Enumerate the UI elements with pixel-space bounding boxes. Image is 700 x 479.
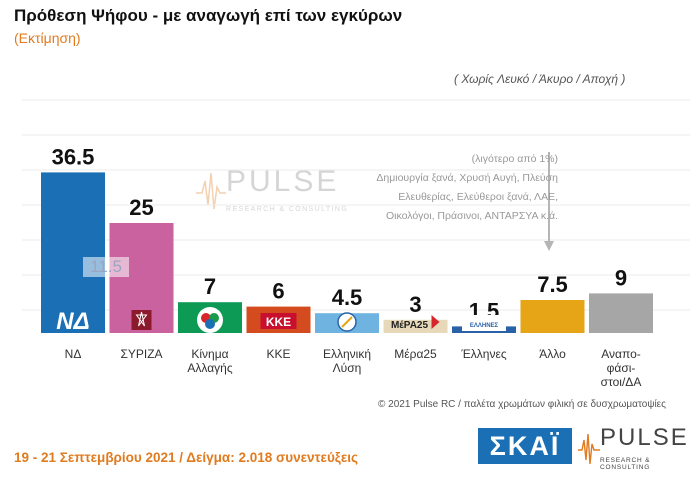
- bar-value-label: 6: [272, 279, 284, 304]
- bar-value-label: 25: [129, 195, 153, 220]
- category-label: ΚΚΕ: [266, 347, 290, 361]
- difference-label: 11.5: [90, 257, 122, 276]
- exclusion-note: ( Χωρίς Λευκό / Άκυρο / Αποχή ): [454, 72, 626, 86]
- category-label: Ελληνική: [323, 347, 371, 361]
- pulse-wave-icon: [196, 172, 226, 210]
- bar-value-label: 4.5: [332, 285, 363, 310]
- kke-logo-text: ΚΚΕ: [266, 315, 291, 329]
- bar: [589, 293, 653, 333]
- category-label: Μέρα25: [394, 347, 437, 361]
- bar: [41, 172, 105, 333]
- copyright-credit: © 2021 Pulse RC / παλέτα χρωμάτων φιλική…: [378, 399, 666, 410]
- pulse-logo-subtext: RESEARCH & CONSULTING: [600, 457, 651, 471]
- category-label: Λύση: [333, 361, 362, 375]
- other-note-line: Ελευθερίας, Ελεύθεροι ξανά, ΛΑΕ,: [398, 191, 558, 203]
- bar-value-label: 3: [409, 292, 421, 317]
- mera25-logo: ΜέΡΑ25: [391, 320, 429, 331]
- bar-group: 36.5 ΝΔ ΝΔ: [41, 144, 105, 361]
- bar-value-label: 7.5: [537, 272, 568, 297]
- bar: [520, 300, 585, 333]
- bar-group: 6 ΚΚΕ ΚΚΕ: [246, 279, 311, 361]
- ellines-logo-text: ΕΛΛΗΝΕΣ: [470, 323, 499, 329]
- bar-group: 7.5 Άλλο: [520, 272, 585, 361]
- category-label: Αναπο-: [601, 347, 641, 361]
- watermark-subtext: RESEARCH & CONSULTING: [226, 206, 349, 213]
- bar-group: 9 Αναπο-φάσι-στοι/ΔΑ: [589, 265, 653, 389]
- bar-value-label: 36.5: [52, 144, 95, 169]
- page-subtitle: (Εκτίμηση): [14, 30, 81, 46]
- pulse-logo-wave-icon: [578, 433, 600, 465]
- nd-logo: ΝΔ: [56, 308, 89, 335]
- category-label: Κίνημα: [191, 347, 228, 361]
- note-connector-arrow-icon: [544, 241, 554, 251]
- category-label: Αλλαγής: [187, 361, 232, 375]
- other-note-line: Οικολόγοι, Πράσινοι, ΑΝΤΑΡΣΥΑ κ.ά.: [385, 210, 558, 222]
- category-label: ΣΥΡΙΖΑ: [120, 347, 162, 361]
- pulse-logo: PULSE RESEARCH & CONSULTING: [578, 424, 688, 472]
- bar-group: 3 Μέρα25 ΜέΡΑ25: [383, 292, 448, 361]
- kke-logo: [260, 313, 297, 329]
- bar-value-label: 9: [615, 265, 627, 290]
- pulse-logo-text: PULSE: [600, 424, 689, 451]
- category-label: φάσι-: [607, 361, 636, 375]
- compass-needle-icon: [341, 316, 353, 328]
- skai-logo: ΣΚΑΪ: [478, 428, 572, 464]
- category-label: Άλλο: [539, 347, 566, 361]
- ellines-logo: [462, 315, 506, 331]
- kinal-logo-petal: [205, 319, 215, 329]
- other-note-line: (λιγότερο από 1%): [471, 153, 558, 165]
- page-title: Πρόθεση Ψήφου - με αναγωγή επί των εγκύρ…: [14, 6, 403, 25]
- category-label: Έλληνες: [460, 347, 506, 361]
- fieldwork-info: 19 - 21 Σεπτεμβρίου 2021 / Δείγμα: 2.018…: [14, 450, 358, 465]
- category-label: στοι/ΔΑ: [601, 375, 642, 389]
- bar-value-label: 7: [204, 274, 216, 299]
- syriza-star-icon: [135, 311, 148, 327]
- difference-box: [83, 257, 129, 277]
- bar-group: 25 ΣΥΡΙΖΑ: [109, 195, 174, 361]
- other-note-line: Δημιουργία ξανά, Χρυσή Αυγή, Πλεύση: [376, 172, 558, 184]
- category-label: ΝΔ: [65, 347, 82, 361]
- mera25-arrow-icon: [431, 315, 440, 329]
- other-parties-note: (λιγότερο από 1%) Δημιουργία ξανά, Χρυσή…: [330, 150, 558, 226]
